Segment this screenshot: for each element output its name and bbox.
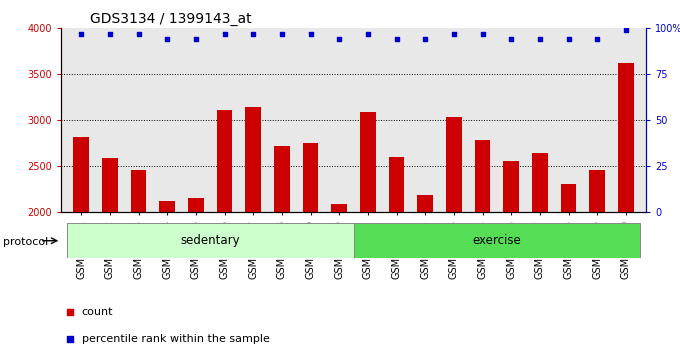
Bar — [102, 158, 118, 212]
Text: GDS3134 / 1399143_at: GDS3134 / 1399143_at — [90, 12, 252, 26]
Bar — [446, 117, 462, 212]
Bar — [618, 63, 634, 212]
Bar — [245, 108, 261, 212]
Text: protocol: protocol — [3, 238, 49, 247]
Point — [334, 36, 345, 42]
Point — [428, 215, 439, 221]
Bar — [131, 170, 146, 212]
Bar — [503, 161, 519, 212]
Text: percentile rank within the sample: percentile rank within the sample — [82, 334, 269, 344]
Bar — [561, 184, 577, 212]
Point — [362, 31, 373, 37]
Point — [105, 31, 116, 37]
Point — [592, 36, 602, 42]
Bar — [360, 112, 376, 212]
Point — [477, 31, 488, 37]
Point — [620, 27, 631, 33]
Bar — [217, 110, 233, 212]
Bar — [303, 143, 318, 212]
Bar — [67, 223, 354, 258]
Point — [190, 36, 201, 42]
Text: exercise: exercise — [473, 234, 522, 247]
Point — [162, 36, 173, 42]
Point — [534, 36, 545, 42]
Bar — [389, 157, 405, 212]
Point — [305, 31, 316, 37]
Bar — [331, 204, 347, 212]
Text: count: count — [82, 307, 113, 317]
Point — [133, 31, 144, 37]
Point — [563, 36, 574, 42]
Point — [219, 31, 230, 37]
Point — [506, 36, 517, 42]
Point — [449, 31, 460, 37]
Point — [420, 36, 430, 42]
Bar — [354, 223, 641, 258]
Bar — [532, 154, 548, 212]
Bar — [274, 146, 290, 212]
Bar — [159, 201, 175, 212]
Point — [76, 31, 87, 37]
Point — [248, 31, 258, 37]
Bar — [418, 195, 433, 212]
Point — [391, 36, 402, 42]
Text: sedentary: sedentary — [180, 234, 240, 247]
Bar — [188, 198, 204, 212]
Bar — [73, 137, 89, 212]
Point — [277, 31, 288, 37]
Bar — [590, 170, 605, 212]
Bar — [475, 140, 490, 212]
